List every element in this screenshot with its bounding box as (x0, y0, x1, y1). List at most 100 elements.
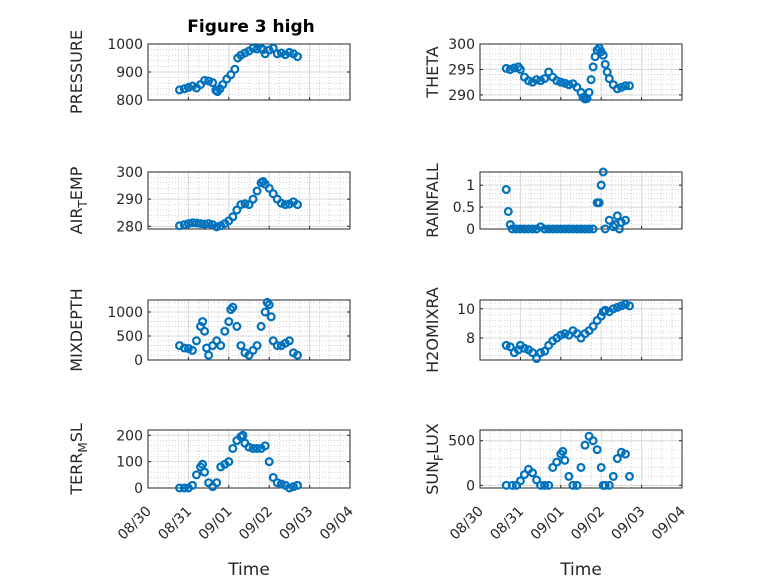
data-point (179, 343, 189, 353)
data-point (284, 47, 294, 57)
subplot-theta: 290 295 300 THETA (423, 37, 683, 104)
y-tick-label: 280 (116, 219, 143, 235)
data-point (272, 49, 282, 59)
data-point (604, 74, 614, 84)
data-point (588, 62, 598, 72)
y-tick-label: 0 (466, 478, 475, 494)
data-point (175, 85, 185, 95)
y-tick-label: 200 (116, 428, 143, 444)
data-point (608, 471, 618, 481)
data-point (532, 75, 542, 85)
subplot-air_temp: 280 290 300 AIRTEMP (67, 165, 351, 235)
y-tick-label: 1 (466, 178, 475, 194)
data-point (568, 224, 578, 234)
data-point (528, 468, 538, 478)
data-point (528, 224, 538, 234)
data-point (187, 345, 197, 355)
data-point (230, 64, 240, 74)
data-point (198, 317, 208, 327)
data-point (501, 185, 511, 195)
data-point (226, 70, 236, 80)
data-point (556, 224, 566, 234)
data-point (624, 301, 634, 311)
data-point (175, 221, 185, 231)
data-point (272, 341, 282, 351)
data-point (204, 350, 214, 360)
data-point (260, 307, 270, 317)
subplot-rainfall: 0 0.5 1 RAINFALL (423, 163, 683, 238)
data-point (276, 479, 286, 489)
data-point (238, 430, 248, 440)
data-point (620, 449, 630, 459)
y-tick-label: 10 (457, 302, 475, 318)
y-axis-label: RAINFALL (423, 163, 442, 238)
data-point (252, 341, 262, 351)
data-point (552, 224, 562, 234)
data-point (244, 442, 254, 452)
y-tick-label: 0.5 (453, 200, 475, 216)
data-point (560, 455, 570, 465)
data-point (598, 167, 608, 177)
data-point (236, 341, 246, 351)
y-axis-label: AIRTEMP (67, 166, 90, 234)
data-point (212, 478, 222, 488)
y-tick-label: 290 (116, 192, 143, 208)
data-point (523, 224, 533, 234)
data-point (191, 218, 201, 228)
x-axis-label: Time (559, 560, 602, 580)
y-tick-label: 0 (466, 222, 475, 238)
data-point (519, 224, 529, 234)
data-point (240, 199, 250, 209)
data-point (248, 43, 258, 53)
data-point (252, 186, 262, 196)
data-point (505, 342, 515, 352)
data-point (187, 218, 197, 228)
y-tick-label: 8 (466, 331, 475, 347)
data-point (208, 78, 218, 88)
data-point (596, 311, 606, 321)
subplot-h2omixra: 8 10 H2OMIXRA (423, 287, 683, 373)
data-point (624, 81, 634, 91)
y-tick-label: 295 (448, 62, 475, 78)
data-point (228, 212, 238, 222)
data-point (544, 224, 554, 234)
data-point (540, 346, 550, 356)
y-tick-label: 900 (116, 65, 143, 81)
data-point (588, 321, 598, 331)
y-axis-label: THETA (423, 46, 442, 98)
subplot-mixdepth: 0 500 1000 MIXDEPTH (67, 288, 351, 372)
y-tick-label: 0 (134, 353, 143, 369)
y-axis-label: SUNFLUX (423, 423, 446, 495)
axes-box (479, 299, 683, 361)
data-point (266, 312, 276, 322)
data-point (568, 480, 578, 490)
data-point (191, 470, 201, 480)
y-tick-label: 300 (448, 37, 475, 53)
data-point (248, 194, 258, 204)
data-point (620, 215, 630, 225)
data-point (179, 483, 189, 493)
data-point (268, 189, 278, 199)
y-axis-label: TERRMSL (67, 423, 90, 496)
data-point (532, 354, 542, 364)
data-point (594, 198, 604, 208)
data-point (256, 321, 266, 331)
data-point (220, 326, 230, 336)
data-point (515, 476, 525, 486)
data-point (183, 82, 193, 92)
y-axis-label: PRESSURE (67, 30, 86, 114)
data-point (264, 183, 274, 193)
data-point (528, 348, 538, 358)
data-point (228, 443, 238, 453)
data-point (507, 224, 517, 234)
data-point (548, 224, 558, 234)
y-axis-label: H2OMIXRA (423, 287, 442, 373)
axes-box (147, 299, 351, 361)
data-point (248, 443, 258, 453)
data-point (515, 224, 525, 234)
data-point (260, 441, 270, 451)
data-point (576, 462, 586, 472)
data-point (228, 302, 238, 312)
data-point (224, 317, 234, 327)
